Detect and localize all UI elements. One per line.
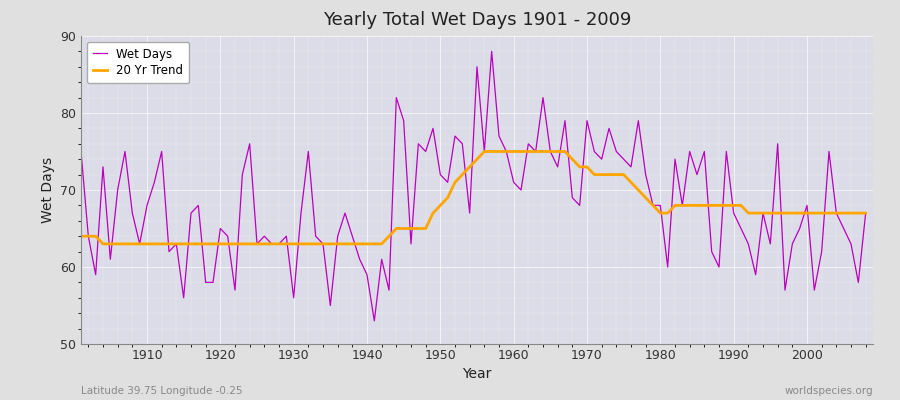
- 20 Yr Trend: [208, 242, 219, 246]
- Wet Days: [779, 288, 790, 292]
- Line: 20 Yr Trend: 20 Yr Trend: [81, 152, 866, 244]
- X-axis label: Year: Year: [463, 368, 491, 382]
- 20 Yr Trend: [450, 180, 461, 185]
- Title: Yearly Total Wet Days 1901 - 2009: Yearly Total Wet Days 1901 - 2009: [323, 11, 631, 29]
- Wet Days: [486, 49, 497, 54]
- Y-axis label: Wet Days: Wet Days: [40, 157, 55, 223]
- Text: worldspecies.org: worldspecies.org: [785, 386, 873, 396]
- Wet Days: [860, 211, 871, 216]
- Wet Days: [369, 318, 380, 323]
- 20 Yr Trend: [76, 234, 86, 238]
- 20 Yr Trend: [479, 149, 490, 154]
- Legend: Wet Days, 20 Yr Trend: Wet Days, 20 Yr Trend: [87, 42, 189, 83]
- Wet Days: [450, 134, 461, 138]
- Wet Days: [714, 265, 724, 270]
- Wet Days: [157, 149, 167, 154]
- Line: Wet Days: Wet Days: [81, 51, 866, 321]
- Wet Days: [765, 242, 776, 246]
- Wet Days: [76, 149, 86, 154]
- Text: Latitude 39.75 Longitude -0.25: Latitude 39.75 Longitude -0.25: [81, 386, 242, 396]
- 20 Yr Trend: [765, 211, 776, 216]
- 20 Yr Trend: [164, 242, 175, 246]
- 20 Yr Trend: [97, 242, 108, 246]
- 20 Yr Trend: [779, 211, 790, 216]
- 20 Yr Trend: [860, 211, 871, 216]
- Wet Days: [201, 280, 212, 285]
- 20 Yr Trend: [714, 203, 724, 208]
